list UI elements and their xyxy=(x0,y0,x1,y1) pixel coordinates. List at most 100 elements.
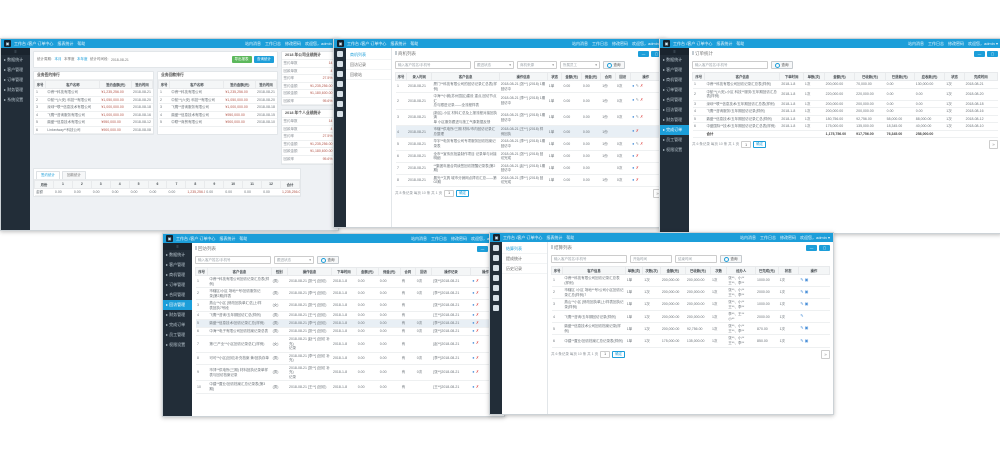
staff-select[interactable]: 所属员工 xyxy=(560,61,600,69)
table-row[interactable]: 回款率 95.6% xyxy=(282,97,334,106)
fullscreen-button[interactable]: ▢ xyxy=(651,51,662,57)
table-row[interactable]: 3 深圳**联**信息技术有限公司 ¥1,000,000.00 2018-08-18 xyxy=(34,103,153,112)
nav-item[interactable]: 帮助 xyxy=(410,40,419,46)
table-row[interactable]: 回款单数 4 xyxy=(282,67,334,76)
gear-icon[interactable] xyxy=(337,111,343,117)
sidebar-item[interactable]: ▸ 完成订单 xyxy=(166,322,186,327)
delete-icon[interactable]: ✗ xyxy=(475,313,479,318)
table-row[interactable]: 4 飞鹰**咨询/五年期回访汇总(样例) (男) 2018-08-21 [王**] (… xyxy=(195,311,501,321)
nav-user-item[interactable]: 工作日志 xyxy=(591,40,608,46)
table-row[interactable]: 4 2018-08-21 市辖**供电所/三期 材料/市内回访记录汇总整理 2018-… xyxy=(395,125,662,139)
delete-icon[interactable]: ✗ xyxy=(475,355,479,360)
status-select[interactable]: 跟进状态 xyxy=(274,256,314,264)
table-row[interactable]: 签约率 27.5% xyxy=(282,132,334,141)
page-input[interactable]: 1 xyxy=(600,350,611,358)
table-row[interactable]: 2 中航**(六安) 科技**有限公司 ¥1,050,000.00 2018-08-2… xyxy=(158,96,277,105)
table-row[interactable]: 1 中睿**科技有限公司 ¥1,235,256.00 2018-08-21 xyxy=(34,88,153,97)
table-row[interactable]: 6 中盛国际**技术/五年期回访记录汇总表(样例) 2018-1-8 1次 175,00… xyxy=(692,122,998,131)
page-ok-button[interactable]: 确定 xyxy=(612,350,626,358)
nav-item[interactable]: 工作台 /客户 订单中心 xyxy=(673,40,713,46)
user-icon[interactable]: ● xyxy=(472,303,475,308)
page-ok-button[interactable]: 确定 xyxy=(753,141,767,149)
app-logo-icon[interactable]: ▣ xyxy=(337,40,344,47)
table-row[interactable]: 3 燕山**小区 [修改回执单汇总]上/样 表回执7号段 (女) 2018-08-21… xyxy=(195,299,501,313)
table-row[interactable]: 1 中睿**科技有限公司回访记录汇总表(样例) 2018-1-8 1次 200,000.… xyxy=(692,80,998,89)
nav-item[interactable]: 报表统计 xyxy=(546,234,563,240)
nav-item[interactable]: 工作台 /客户 订单中心 xyxy=(14,40,54,46)
sidebar-item[interactable]: ▸ 商机管理 xyxy=(166,272,186,277)
sidebar-item[interactable]: ▸ 数据统计 xyxy=(663,57,683,62)
briefcase-icon[interactable] xyxy=(337,71,343,77)
table-row[interactable]: 2 中航**(六安) 科技**有限公司 ¥1,050,000.00 2018-08-2… xyxy=(34,96,153,105)
table-row[interactable]: 2 2018-08-21 中海**小微(苏州园区)建设 重点,回访节点汇 总与跟进记… xyxy=(395,92,662,110)
collapse-panel-button[interactable]: — xyxy=(974,51,985,57)
nav-item[interactable]: 帮助 xyxy=(77,40,86,46)
nav-user-item[interactable]: 站内消息 xyxy=(244,40,261,46)
nav-user-item[interactable]: 修改密码 xyxy=(779,234,796,240)
delete-icon[interactable]: ✗ xyxy=(475,329,479,334)
file-icon[interactable] xyxy=(493,275,499,281)
app-logo-icon[interactable]: ▣ xyxy=(4,40,11,47)
page-ok-button[interactable]: 确定 xyxy=(456,189,470,197)
nav-user-item[interactable]: 欢迎您，admin ▾ xyxy=(631,40,662,46)
user-icon[interactable] xyxy=(337,61,343,67)
delete-icon[interactable]: ✗ xyxy=(635,165,639,170)
submenu-item[interactable]: 历史记录 xyxy=(502,264,547,274)
table-row[interactable]: 3 2018-08-21 [新区]-小区 材料汇总及上报流程对接回执清 单 小区服务… xyxy=(395,109,662,127)
search-button[interactable]: 查询 xyxy=(317,256,339,264)
menu-icon[interactable] xyxy=(337,51,343,57)
bell-icon[interactable] xyxy=(493,295,499,301)
table-row[interactable]: 6 Linkedway**科技公司 ¥900,000.00 2018-08-08 xyxy=(34,126,153,135)
submenu-item[interactable]: 提成统计 xyxy=(502,254,547,264)
sidebar-item[interactable]: ▸ 财务管理 xyxy=(663,117,683,122)
table-row[interactable]: 4 飞鹰**咨询/五年期回访记录(样例) 1单 1次 200,000.00 200,000… xyxy=(551,310,830,324)
nav-user-item[interactable]: 工作日志 xyxy=(759,234,776,240)
period-year-link[interactable]: 本年度 xyxy=(76,57,88,61)
sidebar-item[interactable]: ▸ 回访管理 xyxy=(663,107,683,112)
copy-icon[interactable]: ▣ xyxy=(804,278,809,283)
fullscreen-button[interactable]: ▢ xyxy=(819,245,830,251)
table-row[interactable]: 1 中睿**科技有限公司 ¥1,235,256.00 2018-08-21 xyxy=(158,88,277,97)
nav-user-item[interactable]: 欢迎您，admin ▾ xyxy=(967,40,998,46)
date-start-input[interactable]: 开始时间 xyxy=(630,255,672,263)
table-row[interactable]: 签约率 27.5% xyxy=(282,74,334,83)
table-row[interactable]: 签约金额 ¥1,235,256.00 xyxy=(282,140,334,149)
export-report-button[interactable]: 导出报表 xyxy=(231,56,252,63)
query-stats-button[interactable]: 查询统计 xyxy=(254,56,274,63)
submenu-item[interactable]: 结算列表 xyxy=(502,244,547,254)
bell-icon[interactable] xyxy=(337,101,343,107)
table-row[interactable]: 5 2018-08-21 华宇**电务有限公司专项服务回访档案记录表 2018-08-… xyxy=(395,137,662,151)
sidebar-item[interactable]: ▸ 合同管理 xyxy=(663,97,683,102)
nav-user-item[interactable]: 欢迎您，admin ▾ xyxy=(799,234,830,240)
table-row[interactable]: 5 鼎盛**信息技术有限公司 ¥950,000.00 2018-08-12 xyxy=(34,118,153,127)
copy-icon[interactable]: ▣ xyxy=(804,326,809,331)
table-row[interactable]: 1 中睿**科技有限公司回访记录汇总表(样例) 1单 1次 200,000.00 200,… xyxy=(551,274,830,288)
table-row[interactable]: 回款金额 ¥1,180,600.00 xyxy=(282,147,334,156)
edit-icon[interactable]: ✎ xyxy=(800,326,804,331)
nav-user-item[interactable]: 欢迎您，admin ▾ xyxy=(470,235,501,241)
submenu-item[interactable]: 商机列表 xyxy=(346,50,391,60)
keyword-input[interactable]: 输入客户姓名/手机号 xyxy=(195,256,271,264)
nav-item[interactable]: 报表统计 xyxy=(219,235,236,241)
nav-user-item[interactable]: 站内消息 xyxy=(571,40,588,46)
user-icon[interactable]: ● xyxy=(472,370,475,375)
table-row[interactable]: 4 飞鹰**咨询服务/五年期回访记录(样例) 2018-1-8 1次 200,000.0… xyxy=(692,107,998,116)
tab-signing-stats[interactable]: 签约统计 xyxy=(36,170,60,179)
nav-user-item[interactable]: 工作日志 xyxy=(430,235,447,241)
table-row[interactable]: 回款单数 4 xyxy=(282,125,334,134)
sidebar-item[interactable]: ▸ 员工管理 xyxy=(166,332,186,337)
table-row[interactable]: 6 2018-08-21 全市**宣传页批量制作项目 记录单与对接明细 2018-08… xyxy=(395,150,662,163)
nav-item[interactable]: 工作台 /客户 订单中心 xyxy=(176,235,216,241)
table-row[interactable]: 金额0.000.000.000.000.000.000.001,235,256.… xyxy=(34,188,300,197)
nav-item[interactable]: 报表统计 xyxy=(390,40,407,46)
briefcase-icon[interactable] xyxy=(493,265,499,271)
sidebar-item[interactable]: ▸ 财务管理 xyxy=(166,312,186,317)
user-icon[interactable] xyxy=(493,255,499,261)
delete-icon[interactable]: ✗ xyxy=(475,370,479,375)
user-icon[interactable]: ● xyxy=(632,129,635,134)
delete-icon[interactable]: ✗ xyxy=(635,129,639,134)
user-icon[interactable]: ● xyxy=(632,165,635,170)
sidebar-item[interactable]: ▸ 客户管理 xyxy=(166,262,186,267)
edit-icon[interactable]: ✎ xyxy=(635,84,639,89)
copy-icon[interactable]: ▣ xyxy=(804,290,809,295)
